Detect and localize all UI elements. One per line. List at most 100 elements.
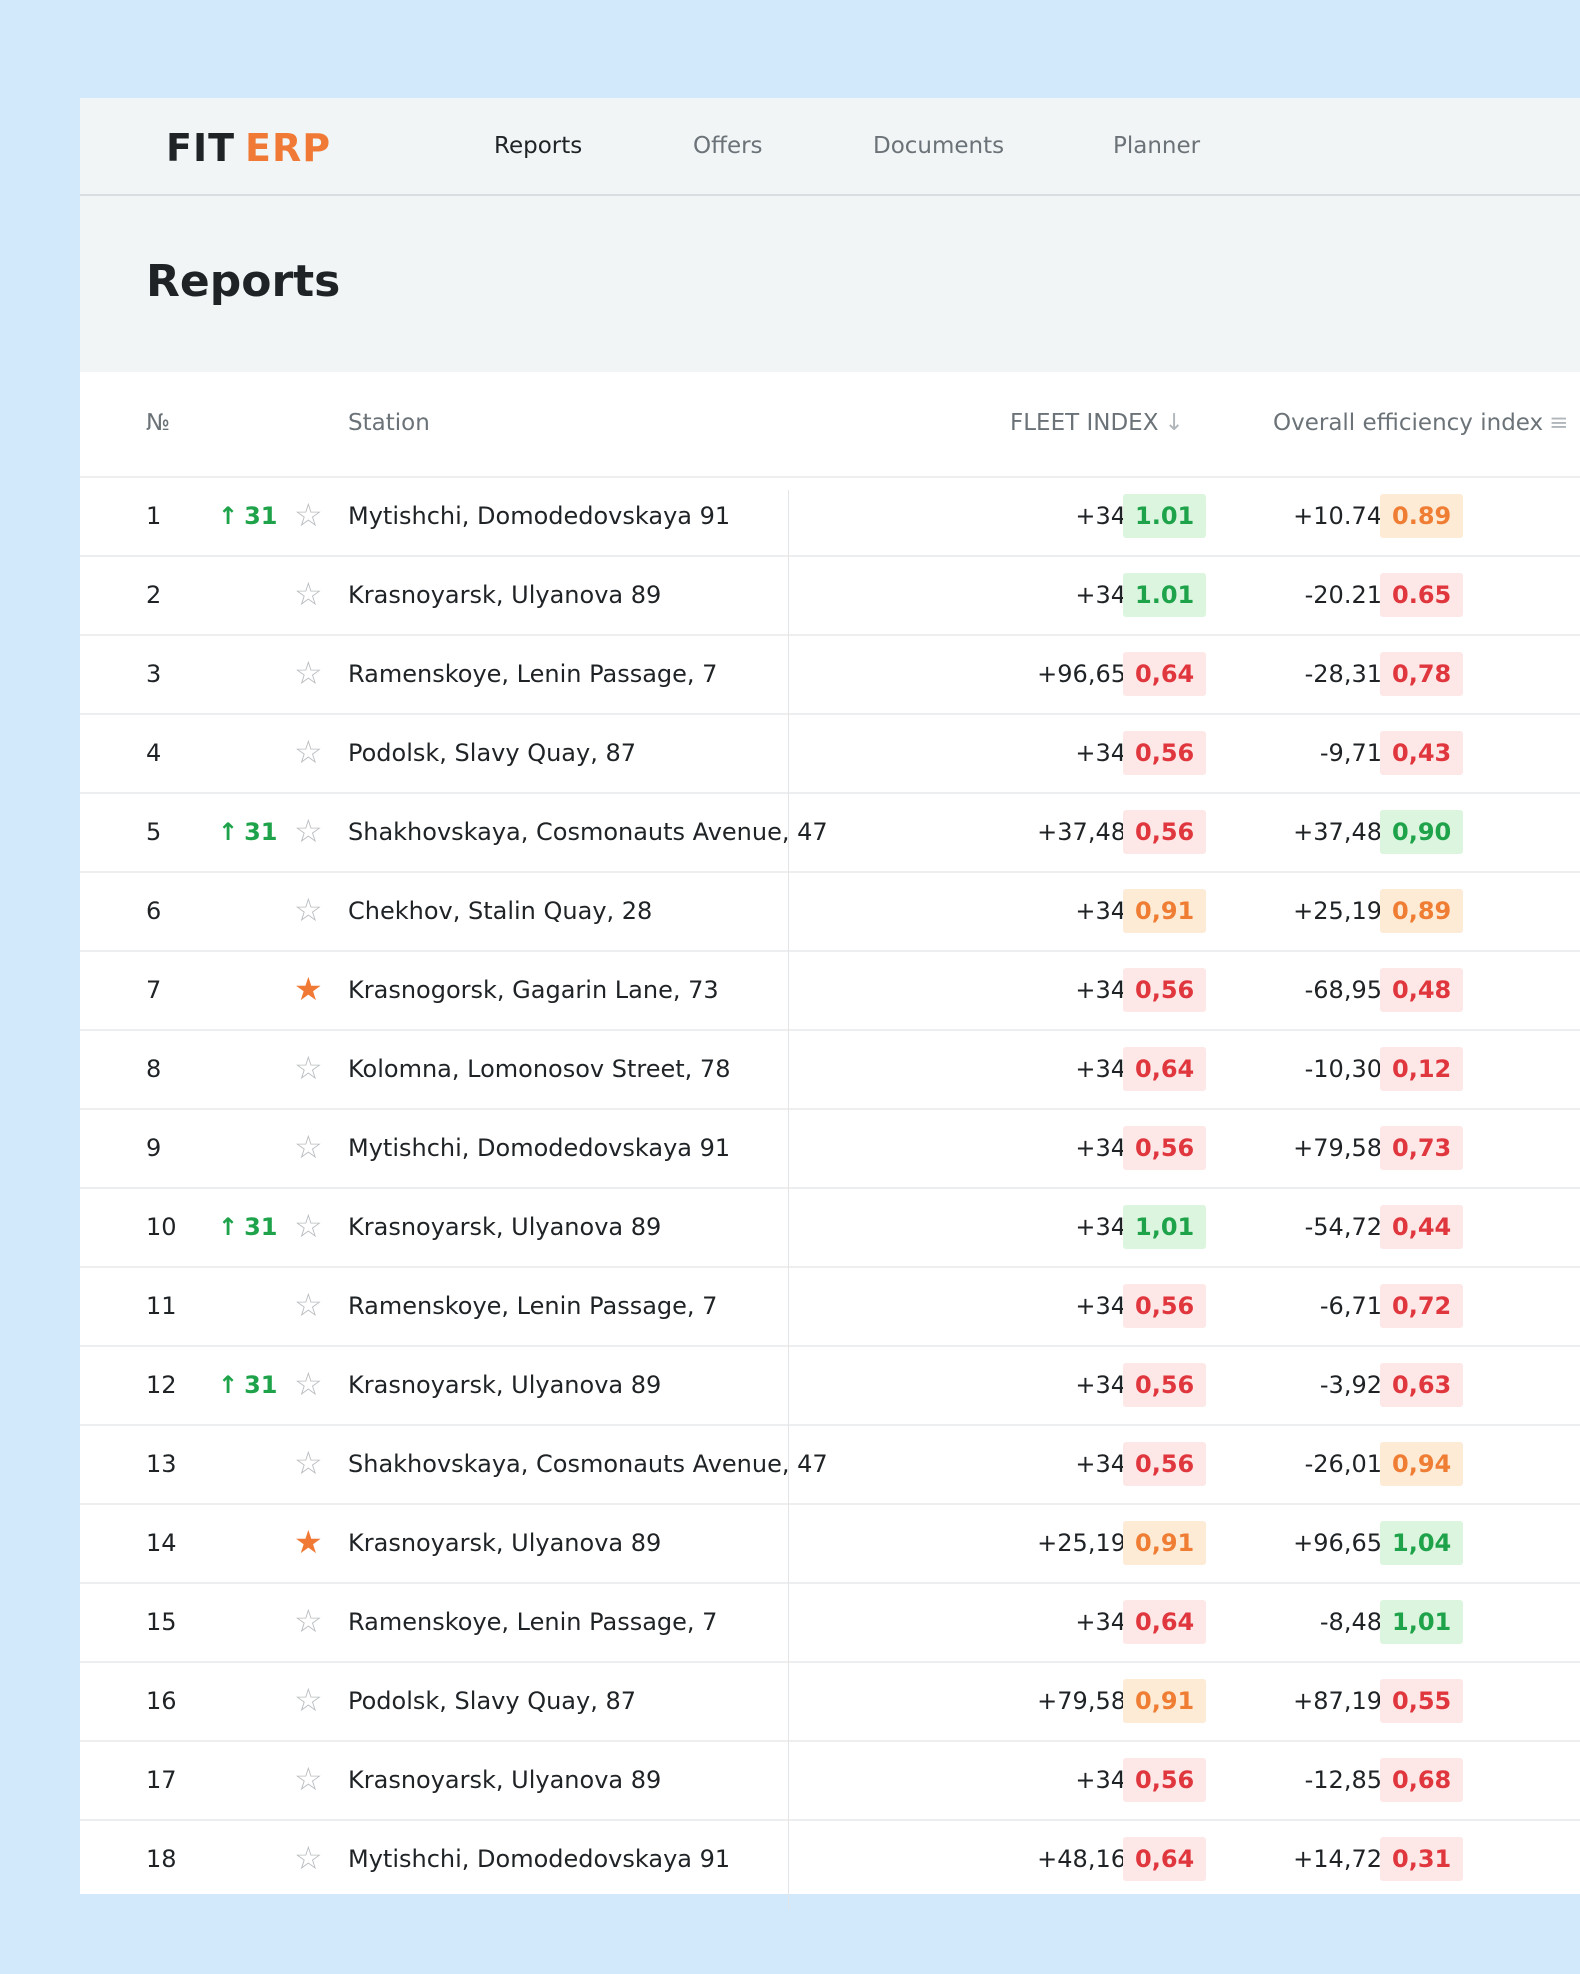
nav-offers[interactable]: Offers <box>693 133 763 159</box>
row-number: 13 <box>146 1450 177 1478</box>
fleet-index-change: +34 <box>1075 1766 1126 1794</box>
station-name[interactable]: Mytishchi, Domodedovskaya 91 <box>348 1845 731 1873</box>
station-name[interactable]: Podolsk, Slavy Quay, 87 <box>348 739 636 767</box>
fleet-index-badge: 0,64 <box>1123 1837 1207 1881</box>
station-name[interactable]: Mytishchi, Domodedovskaya 91 <box>348 502 731 530</box>
efficiency-change: -26,01 <box>1304 1450 1382 1478</box>
star-outline-icon[interactable]: ☆ <box>294 1365 323 1403</box>
station-name[interactable]: Krasnoyarsk, Ulyanova 89 <box>348 1371 662 1399</box>
star-outline-icon[interactable]: ☆ <box>294 1602 323 1640</box>
table-row[interactable]: 3 ☆ Ramenskoye, Lenin Passage, 7 +96,65 0,64… <box>80 636 1580 715</box>
station-name[interactable]: Podolsk, Slavy Quay, 87 <box>348 1687 636 1715</box>
table-row[interactable]: 1 ↑ 31 ☆ Mytishchi, Domodedovskaya 91 +34 1.01… <box>80 478 1580 557</box>
star-filled-icon[interactable]: ★ <box>294 970 323 1008</box>
table-row[interactable]: 6 ☆ Chekhov, Stalin Quay, 28 +34 0,91 +25,19 0… <box>80 873 1580 952</box>
efficiency-cell: 0,72 <box>1380 1268 1464 1345</box>
table-row[interactable]: 7 ★ Krasnogorsk, Gagarin Lane, 73 +34 0,56 -6… <box>80 952 1580 1031</box>
star-outline-icon[interactable]: ☆ <box>294 1286 323 1324</box>
star-outline-icon[interactable]: ☆ <box>294 1207 323 1245</box>
star-outline-icon[interactable]: ☆ <box>294 1444 323 1482</box>
fleet-index-cell: 0,91 <box>1123 1663 1207 1740</box>
table-row[interactable]: 10 ↑ 31 ☆ Krasnoyarsk, Ulyanova 89 +34 1,01 -54… <box>80 1189 1580 1268</box>
table-row[interactable]: 12 ↑ 31 ☆ Krasnoyarsk, Ulyanova 89 +34 0,56 -3,… <box>80 1347 1580 1426</box>
fleet-index-badge: 0,64 <box>1123 1047 1207 1091</box>
fleet-index-change: +79,58 <box>1037 1687 1126 1715</box>
rank-change-value: 31 <box>244 1371 278 1399</box>
table-row[interactable]: 14 ★ Krasnoyarsk, Ulyanova 89 +25,19 0,91 +96… <box>80 1505 1580 1584</box>
column-header-station[interactable]: Station <box>348 410 430 436</box>
table-row[interactable]: 13 ☆ Shakhovskaya, Cosmonauts Avenue, 47 +3… <box>80 1426 1580 1505</box>
nav-documents[interactable]: Documents <box>873 133 1005 159</box>
fleet-index-change: +34 <box>1075 502 1126 530</box>
efficiency-cell: 0,68 <box>1380 1742 1464 1819</box>
star-outline-icon[interactable]: ☆ <box>294 1681 323 1719</box>
row-number: 11 <box>146 1292 177 1320</box>
fleet-index-cell: 1,01 <box>1123 1189 1207 1266</box>
star-outline-icon[interactable]: ☆ <box>294 733 323 771</box>
nav-reports[interactable]: Reports <box>494 133 583 159</box>
station-name[interactable]: Shakhovskaya, Cosmonauts Avenue, 47 <box>348 818 828 846</box>
table-row[interactable]: 18 ☆ Mytishchi, Domodedovskaya 91 +48,16 0,6… <box>80 1821 1580 1894</box>
station-name[interactable]: Krasnoyarsk, Ulyanova 89 <box>348 581 662 609</box>
efficiency-badge: 0,31 <box>1380 1837 1464 1881</box>
fleet-index-badge: 0,64 <box>1123 1600 1207 1644</box>
efficiency-change: +87,19 <box>1293 1687 1382 1715</box>
efficiency-badge: 0,90 <box>1380 810 1464 854</box>
star-outline-icon[interactable]: ☆ <box>294 575 323 613</box>
table-row[interactable]: 2 ☆ Krasnoyarsk, Ulyanova 89 +34 1.01 -20.21 0… <box>80 557 1580 636</box>
column-header-fleet-index-wrap[interactable]: FLEET INDEX ↓ <box>1010 410 1184 436</box>
station-name[interactable]: Ramenskoye, Lenin Passage, 7 <box>348 1608 718 1636</box>
station-name[interactable]: Mytishchi, Domodedovskaya 91 <box>348 1134 731 1162</box>
efficiency-badge: 0,12 <box>1380 1047 1464 1091</box>
efficiency-cell: 0,90 <box>1380 794 1464 871</box>
fleet-index-badge: 0,56 <box>1123 1363 1207 1407</box>
column-header-overall-efficiency-wrap[interactable]: Overall efficiency index ≡ <box>1273 410 1568 436</box>
fleet-index-cell: 0,91 <box>1123 1505 1207 1582</box>
efficiency-change: -8,48 <box>1319 1608 1382 1636</box>
brand-logo[interactable]: FIT ERP <box>166 126 331 170</box>
table-row[interactable]: 4 ☆ Podolsk, Slavy Quay, 87 +34 0,56 -9,71 0,4… <box>80 715 1580 794</box>
page-title: Reports <box>146 256 341 307</box>
table-row[interactable]: 16 ☆ Podolsk, Slavy Quay, 87 +79,58 0,91 +87,… <box>80 1663 1580 1742</box>
station-name[interactable]: Kolomna, Lomonosov Street, 78 <box>348 1055 731 1083</box>
table-row[interactable]: 11 ☆ Ramenskoye, Lenin Passage, 7 +34 0,56 -6… <box>80 1268 1580 1347</box>
star-outline-icon[interactable]: ☆ <box>294 496 323 534</box>
row-number: 5 <box>146 818 162 846</box>
station-name[interactable]: Krasnogorsk, Gagarin Lane, 73 <box>348 976 719 1004</box>
table-row[interactable]: 9 ☆ Mytishchi, Domodedovskaya 91 +34 0,56 +79… <box>80 1110 1580 1189</box>
fleet-index-change: +34 <box>1075 1292 1126 1320</box>
star-outline-icon[interactable]: ☆ <box>294 1128 323 1166</box>
star-outline-icon[interactable]: ☆ <box>294 1049 323 1087</box>
fleet-index-change: +34 <box>1075 1608 1126 1636</box>
row-number: 4 <box>146 739 162 767</box>
station-name[interactable]: Ramenskoye, Lenin Passage, 7 <box>348 1292 718 1320</box>
station-name[interactable]: Krasnoyarsk, Ulyanova 89 <box>348 1213 662 1241</box>
column-header-number[interactable]: № <box>146 410 170 436</box>
station-name[interactable]: Krasnoyarsk, Ulyanova 89 <box>348 1529 662 1557</box>
efficiency-badge: 0,73 <box>1380 1126 1464 1170</box>
station-name[interactable]: Shakhovskaya, Cosmonauts Avenue, 47 <box>348 1450 828 1478</box>
star-outline-icon[interactable]: ☆ <box>294 1839 323 1877</box>
star-outline-icon[interactable]: ☆ <box>294 812 323 850</box>
star-outline-icon[interactable]: ☆ <box>294 891 323 929</box>
efficiency-change: -54,72 <box>1304 1213 1382 1241</box>
filter-icon[interactable]: ≡ <box>1549 410 1569 436</box>
nav-planner[interactable]: Planner <box>1113 133 1201 159</box>
table-row[interactable]: 5 ↑ 31 ☆ Shakhovskaya, Cosmonauts Avenue, 47… <box>80 794 1580 873</box>
star-outline-icon[interactable]: ☆ <box>294 1760 323 1798</box>
efficiency-change: -20.21 <box>1304 581 1382 609</box>
station-name[interactable]: Ramenskoye, Lenin Passage, 7 <box>348 660 718 688</box>
station-name[interactable]: Chekhov, Stalin Quay, 28 <box>348 897 653 925</box>
table-row[interactable]: 8 ☆ Kolomna, Lomonosov Street, 78 +34 0,64 -1… <box>80 1031 1580 1110</box>
star-outline-icon[interactable]: ☆ <box>294 654 323 692</box>
efficiency-change: -68,95 <box>1304 976 1382 1004</box>
efficiency-change: -28,31 <box>1304 660 1382 688</box>
star-filled-icon[interactable]: ★ <box>294 1523 323 1561</box>
efficiency-change: -10,30 <box>1304 1055 1382 1083</box>
arrow-up-icon: ↑ <box>218 818 239 846</box>
rank-change: ↑ 31 <box>218 794 278 871</box>
table-row[interactable]: 15 ☆ Ramenskoye, Lenin Passage, 7 +34 0,64 -8… <box>80 1584 1580 1663</box>
table-row[interactable]: 17 ☆ Krasnoyarsk, Ulyanova 89 +34 0,56 -12,85… <box>80 1742 1580 1821</box>
station-name[interactable]: Krasnoyarsk, Ulyanova 89 <box>348 1766 662 1794</box>
rank-change: ↑ 31 <box>218 1189 278 1266</box>
